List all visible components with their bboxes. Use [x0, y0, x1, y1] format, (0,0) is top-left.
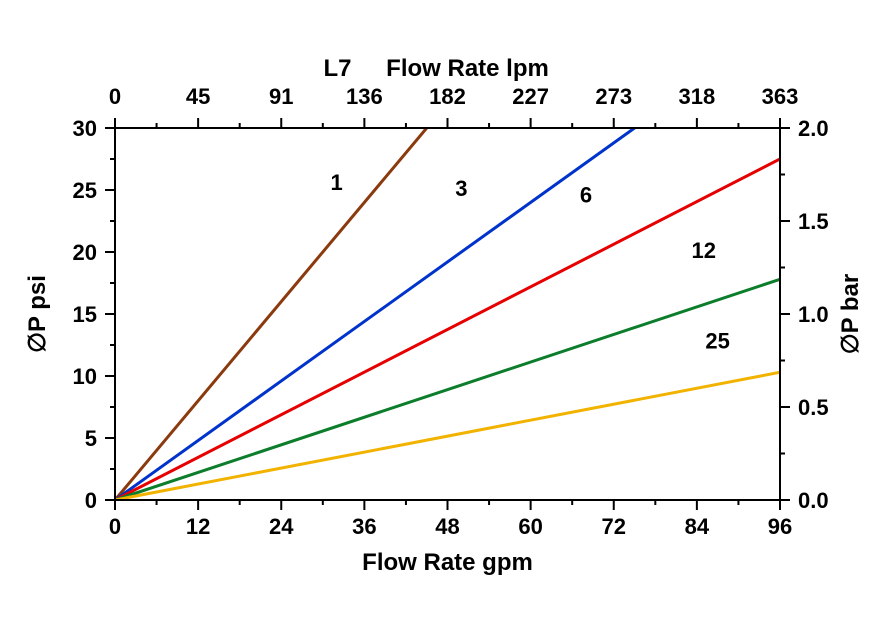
y-left-tick-label: 5	[85, 426, 97, 451]
series-label-3: 3	[455, 176, 467, 201]
x-bottom-tick-label: 84	[685, 514, 710, 539]
x-top-tick-label: 0	[109, 84, 121, 109]
x-top-tick-label: 182	[429, 84, 466, 109]
x-bottom-tick-label: 72	[602, 514, 626, 539]
y-left-tick-label: 20	[73, 240, 97, 265]
x-top-tick-label: 318	[679, 84, 716, 109]
series-label-12: 12	[692, 238, 716, 263]
x-top-tick-label: 91	[269, 84, 293, 109]
x-bottom-label: Flow Rate gpm	[362, 549, 533, 576]
x-top-tick-label: 227	[512, 84, 549, 109]
x-bottom-tick-label: 60	[518, 514, 542, 539]
pressure-drop-chart: 01224364860728496Flow Rate gpm0459113618…	[0, 0, 874, 642]
x-top-tick-label: 363	[762, 84, 799, 109]
series-label-6: 6	[580, 182, 592, 207]
chart-code-label: L7	[323, 55, 351, 82]
x-top-tick-label: 273	[595, 84, 632, 109]
x-top-label: Flow Rate lpm	[386, 55, 549, 82]
y-left-tick-label: 15	[73, 302, 97, 327]
y-right-tick-label: 2.0	[798, 116, 829, 141]
series-label-1: 1	[331, 170, 343, 195]
x-bottom-tick-label: 48	[435, 514, 459, 539]
y-right-tick-label: 1.0	[798, 302, 829, 327]
x-bottom-tick-label: 12	[186, 514, 210, 539]
y-left-tick-label: 0	[85, 488, 97, 513]
x-bottom-tick-label: 36	[352, 514, 376, 539]
x-top-tick-label: 136	[346, 84, 383, 109]
y-right-tick-label: 1.5	[798, 209, 829, 234]
y-left-label: ∅P psi	[24, 275, 51, 353]
x-bottom-tick-label: 96	[768, 514, 792, 539]
x-top-tick-label: 45	[186, 84, 210, 109]
y-left-tick-label: 30	[73, 116, 97, 141]
y-right-tick-label: 0.0	[798, 488, 829, 513]
x-bottom-tick-label: 24	[269, 514, 294, 539]
x-bottom-tick-label: 0	[109, 514, 121, 539]
y-right-label: ∅P bar	[837, 274, 864, 355]
y-left-tick-label: 25	[73, 178, 97, 203]
y-right-tick-label: 0.5	[798, 395, 829, 420]
series-label-25: 25	[705, 329, 729, 354]
y-left-tick-label: 10	[73, 364, 97, 389]
